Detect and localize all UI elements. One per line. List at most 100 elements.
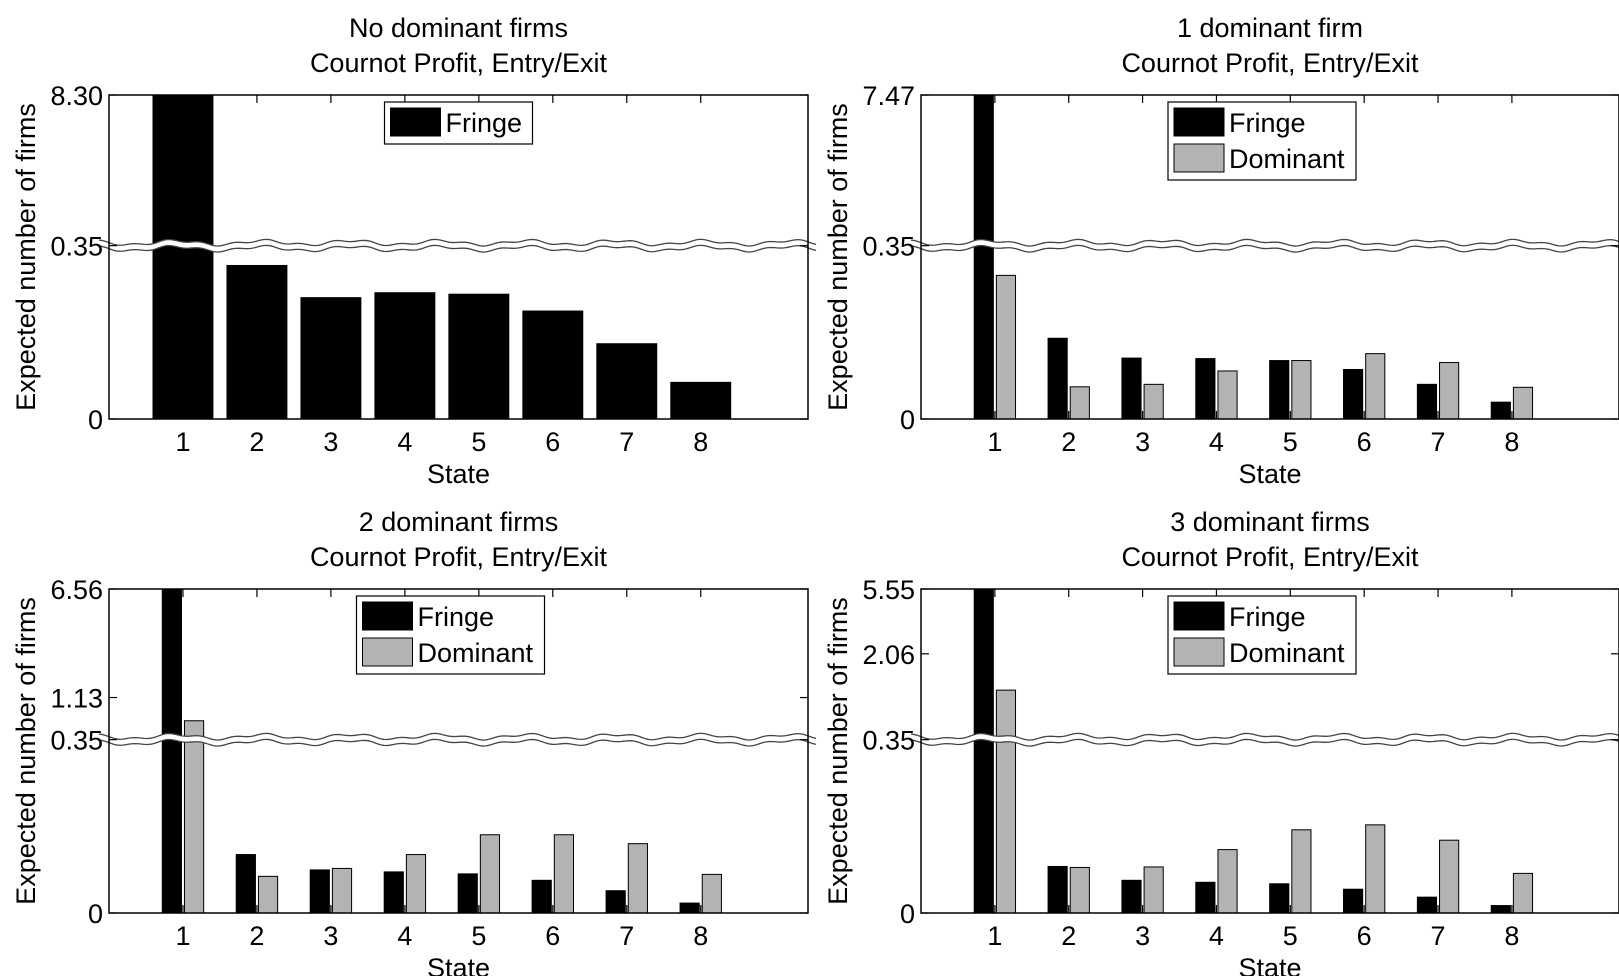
bar-fringe-3 bbox=[300, 297, 362, 420]
bar-fringe-8 bbox=[679, 902, 700, 914]
bar-dominant-4 bbox=[405, 854, 427, 914]
bar-fringe-7 bbox=[1416, 896, 1438, 914]
x-axis-label: State bbox=[1238, 459, 1301, 489]
bar-dominant-4 bbox=[1217, 370, 1238, 420]
y-tick-label: 1.13 bbox=[50, 684, 103, 714]
y-axis-label: Expected number of firms bbox=[11, 597, 41, 905]
y-tick-label: 0 bbox=[88, 899, 103, 929]
y-tick-label: 0 bbox=[900, 405, 915, 435]
bar-fringe-6 bbox=[1343, 888, 1364, 914]
x-tick-label: 4 bbox=[1209, 921, 1224, 951]
bar-dominant-3 bbox=[1143, 383, 1164, 420]
bar-dominant-6 bbox=[553, 834, 574, 914]
chart-panel-3: 2 dominant firms Cournot Profit, Entry/Ex… bbox=[11, 507, 817, 976]
bar-dominant-7 bbox=[1439, 362, 1460, 420]
y-tick-label: 6.56 bbox=[50, 575, 103, 605]
x-tick-label: 1 bbox=[175, 921, 190, 951]
axis-break-line-top bbox=[98, 238, 817, 247]
bar-dominant-2 bbox=[1069, 386, 1090, 420]
bar-fringe-5 bbox=[448, 293, 510, 420]
chart-subtitle: Cournot Profit, Entry/Exit bbox=[310, 542, 608, 572]
axis-break-line-bottom bbox=[910, 738, 1619, 747]
x-tick-label: 1 bbox=[987, 427, 1002, 457]
plot-frame bbox=[108, 94, 809, 420]
x-axis-label: State bbox=[1238, 953, 1301, 976]
y-axis-label: Expected number of firms bbox=[823, 103, 853, 411]
x-tick-label: 8 bbox=[1504, 427, 1519, 457]
legend-swatch bbox=[1173, 143, 1225, 173]
chart-subtitle: Cournot Profit, Entry/Exit bbox=[1121, 542, 1419, 572]
bar-fringe-5 bbox=[1269, 360, 1290, 420]
y-tick-label: 0.35 bbox=[50, 726, 103, 756]
bar-dominant-4 bbox=[1217, 849, 1238, 914]
x-axis-label: State bbox=[427, 459, 490, 489]
x-tick-label: 5 bbox=[471, 427, 486, 457]
x-tick-label: 3 bbox=[323, 921, 338, 951]
x-tick-label: 7 bbox=[1431, 427, 1446, 457]
bar-fringe-2 bbox=[1047, 865, 1068, 914]
chart-title: 1 dominant firm bbox=[1177, 13, 1363, 43]
legend: Fringe bbox=[383, 101, 534, 145]
x-tick-label: 3 bbox=[1135, 427, 1150, 457]
x-tick-label: 7 bbox=[619, 427, 634, 457]
bar-dominant-1 bbox=[995, 274, 1017, 420]
plot-frame bbox=[920, 588, 1619, 914]
bar-dominant-5 bbox=[479, 834, 501, 914]
x-tick-label: 1 bbox=[987, 921, 1002, 951]
chart-subtitle: Cournot Profit, Entry/Exit bbox=[1121, 48, 1419, 78]
chart-title: 3 dominant firms bbox=[1170, 507, 1370, 537]
bar-dominant-3 bbox=[331, 867, 353, 914]
axis-break-band bbox=[98, 239, 817, 253]
bar-dominant-6 bbox=[1365, 824, 1386, 914]
y-tick-label: 7.47 bbox=[862, 81, 915, 111]
axis-break-line-top bbox=[910, 732, 1619, 741]
x-tick-label: 7 bbox=[1431, 921, 1446, 951]
axis-break-line-top bbox=[98, 732, 817, 741]
bar-dominant-7 bbox=[1439, 839, 1460, 914]
bar-fringe-1 bbox=[973, 588, 994, 914]
legend-label: Fringe bbox=[1229, 108, 1306, 138]
y-tick-label: 0.35 bbox=[862, 726, 915, 756]
legend-swatch bbox=[1173, 107, 1225, 137]
y-tick-label: 5.55 bbox=[862, 575, 915, 605]
axis-break-line-bottom bbox=[910, 244, 1619, 253]
bar-fringe-8 bbox=[1490, 401, 1511, 420]
y-tick-label: 0 bbox=[88, 405, 103, 435]
x-tick-label: 5 bbox=[471, 921, 486, 951]
legend-label: Dominant bbox=[418, 638, 534, 668]
legend: Fringe Dominant bbox=[1167, 595, 1357, 675]
bar-fringe-5 bbox=[457, 873, 478, 914]
bar-fringe-3 bbox=[1121, 879, 1142, 914]
x-tick-label: 6 bbox=[545, 921, 560, 951]
bar-fringe-1 bbox=[161, 588, 182, 914]
chart-title: No dominant firms bbox=[349, 13, 568, 43]
x-tick-label: 8 bbox=[693, 427, 708, 457]
y-tick-label: 2.06 bbox=[862, 640, 915, 670]
x-tick-label: 5 bbox=[1283, 921, 1298, 951]
bar-fringe-3 bbox=[1121, 357, 1142, 420]
bar-fringe-2 bbox=[235, 854, 256, 914]
chart-panel-4: 3 dominant firms Cournot Profit, Entry/Ex… bbox=[823, 507, 1619, 976]
legend-swatch bbox=[362, 637, 413, 667]
x-tick-label: 2 bbox=[1061, 921, 1076, 951]
axis-break-band bbox=[910, 733, 1619, 747]
axis-break-line-bottom bbox=[98, 244, 817, 253]
bar-fringe-8 bbox=[1490, 905, 1511, 914]
bar-fringe-6 bbox=[531, 879, 552, 914]
x-tick-label: 8 bbox=[693, 921, 708, 951]
bar-dominant-8 bbox=[1512, 386, 1534, 420]
bar-dominant-2 bbox=[1069, 866, 1090, 914]
x-tick-label: 2 bbox=[249, 427, 264, 457]
x-tick-label: 4 bbox=[397, 427, 412, 457]
x-tick-label: 4 bbox=[397, 921, 412, 951]
bar-fringe-1 bbox=[973, 94, 994, 420]
y-tick-label: 8.30 bbox=[50, 81, 103, 111]
bar-dominant-8 bbox=[701, 873, 722, 914]
legend-label: Dominant bbox=[1229, 144, 1345, 174]
bar-fringe-4 bbox=[383, 871, 404, 914]
bar-fringe-7 bbox=[605, 890, 626, 914]
axis-break-band bbox=[910, 239, 1619, 253]
x-tick-label: 8 bbox=[1504, 921, 1519, 951]
legend: Fringe Dominant bbox=[1167, 101, 1357, 181]
